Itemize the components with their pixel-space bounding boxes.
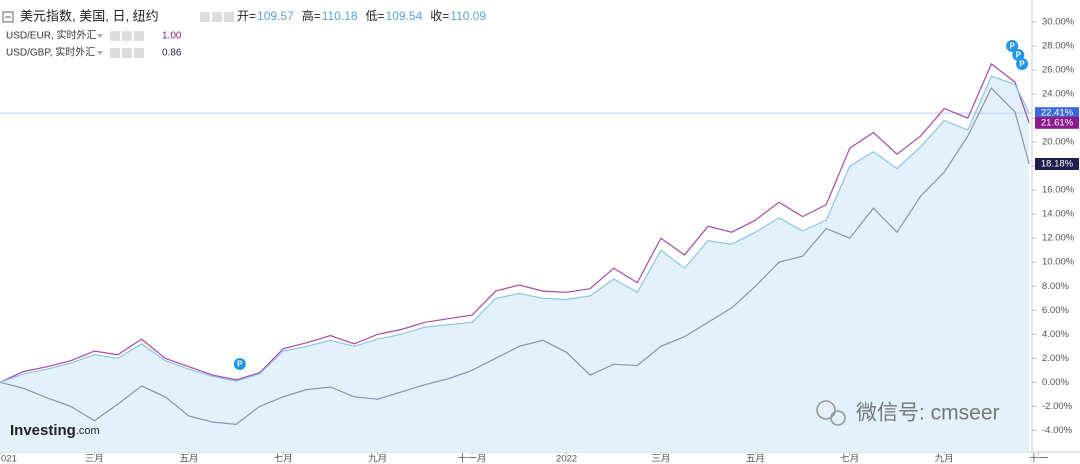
y-tick-label: 20.00% bbox=[1042, 137, 1075, 148]
last-value-label: 18.18% bbox=[1041, 158, 1074, 169]
series-line bbox=[0, 63, 1030, 383]
legend-value: 1.00 bbox=[162, 31, 182, 42]
series-line bbox=[0, 87, 1030, 426]
ohlc-label: 开= bbox=[237, 9, 256, 23]
brand-suffix: .com bbox=[76, 425, 100, 437]
y-tick-label: 2.00% bbox=[1042, 353, 1069, 364]
series-line bbox=[0, 75, 1030, 383]
x-tick-label: 七月 bbox=[840, 454, 859, 464]
y-tick-label: 24.00% bbox=[1042, 89, 1075, 100]
ohlc-value: 109.57 bbox=[257, 9, 294, 23]
x-tick-label: 十一月 bbox=[458, 453, 487, 464]
y-tick-label: 0.00% bbox=[1042, 377, 1069, 388]
series-tool-icon[interactable] bbox=[110, 31, 120, 41]
series-tool-icon[interactable] bbox=[134, 48, 144, 58]
x-tick-label: 三月 bbox=[651, 454, 670, 464]
ohlc-value: 110.18 bbox=[322, 9, 358, 23]
y-tick-label: 10.00% bbox=[1042, 257, 1075, 268]
ohlc-label: 高= bbox=[302, 8, 321, 23]
series-tool-icon[interactable] bbox=[122, 31, 132, 41]
y-tick-label: 26.00% bbox=[1042, 65, 1075, 76]
last-value-badge bbox=[1035, 157, 1079, 170]
last-value-badge bbox=[1035, 116, 1079, 129]
legend-label: USD/EUR, 实时外汇 bbox=[6, 29, 97, 42]
area bbox=[0, 76, 1030, 452]
last-value-label: 22.41% bbox=[1041, 108, 1074, 119]
legend-label: USD/GBP, 实时外汇 bbox=[6, 46, 95, 59]
y-tick-label: 8.00% bbox=[1042, 281, 1069, 292]
x-tick-label: 2022 bbox=[556, 454, 577, 464]
event-marker[interactable] bbox=[1016, 58, 1029, 70]
series-tool-icon[interactable] bbox=[212, 12, 222, 22]
event-label: P bbox=[1019, 60, 1025, 69]
ohlc-value: 110.09 bbox=[450, 9, 486, 23]
event-marker[interactable] bbox=[233, 357, 246, 370]
y-tick-label: -4.00% bbox=[1042, 425, 1073, 436]
series-tool-icon[interactable] bbox=[122, 48, 132, 58]
y-tick-label: -2.00% bbox=[1042, 401, 1073, 412]
x-tick-label: 七月 bbox=[274, 454, 293, 464]
brand-name: Investing bbox=[10, 422, 76, 439]
y-tick-label: 28.00% bbox=[1042, 41, 1075, 52]
series-tool-icon[interactable] bbox=[134, 31, 144, 41]
wechat-id: 微信号: cmseer bbox=[856, 402, 1000, 425]
event-label: P bbox=[237, 360, 243, 369]
y-tick-label: 14.00% bbox=[1042, 209, 1075, 220]
collapse-icon[interactable] bbox=[2, 11, 14, 23]
x-tick-label: 三月 bbox=[85, 454, 104, 464]
ohlc-value: 109.54 bbox=[386, 9, 423, 23]
ohlc-label: 收= bbox=[430, 9, 449, 23]
x-tick-label: 九月 bbox=[368, 453, 387, 464]
legend-dropdown[interactable] bbox=[97, 51, 103, 55]
brand: Investing.com bbox=[10, 422, 100, 439]
wechat-icon bbox=[816, 400, 836, 420]
legend-dropdown[interactable] bbox=[97, 34, 103, 38]
x-tick-label: 五月 bbox=[179, 454, 198, 464]
event-label: P bbox=[1016, 51, 1022, 60]
series-tool-icon[interactable] bbox=[200, 12, 210, 22]
ohlc-label: 低= bbox=[366, 9, 385, 23]
x-tick-label: 十一 bbox=[1029, 453, 1049, 464]
x-tick-label: 九月 bbox=[935, 453, 954, 464]
y-tick-label: 16.00% bbox=[1042, 185, 1075, 196]
x-tick-label: 021 bbox=[1, 454, 17, 464]
y-tick-label: 6.00% bbox=[1042, 305, 1069, 316]
y-tick-label: 4.00% bbox=[1042, 329, 1069, 340]
series-tool-icon[interactable] bbox=[110, 48, 120, 58]
last-value-label: 21.61% bbox=[1041, 117, 1074, 128]
chart-title: 美元指数, 美国, 日, 纽约 bbox=[20, 8, 159, 23]
y-tick-label: 12.00% bbox=[1042, 233, 1075, 244]
wechat-icon bbox=[830, 410, 846, 426]
series-tool-icon[interactable] bbox=[224, 12, 234, 22]
x-tick-label: 五月 bbox=[746, 454, 765, 464]
last-value-badge bbox=[1035, 107, 1079, 120]
legend-value: 0.86 bbox=[162, 48, 182, 59]
event-marker[interactable] bbox=[1006, 40, 1019, 52]
y-tick-label: 30.00% bbox=[1042, 17, 1075, 28]
event-label: P bbox=[1010, 42, 1016, 51]
event-marker[interactable] bbox=[1012, 49, 1025, 61]
